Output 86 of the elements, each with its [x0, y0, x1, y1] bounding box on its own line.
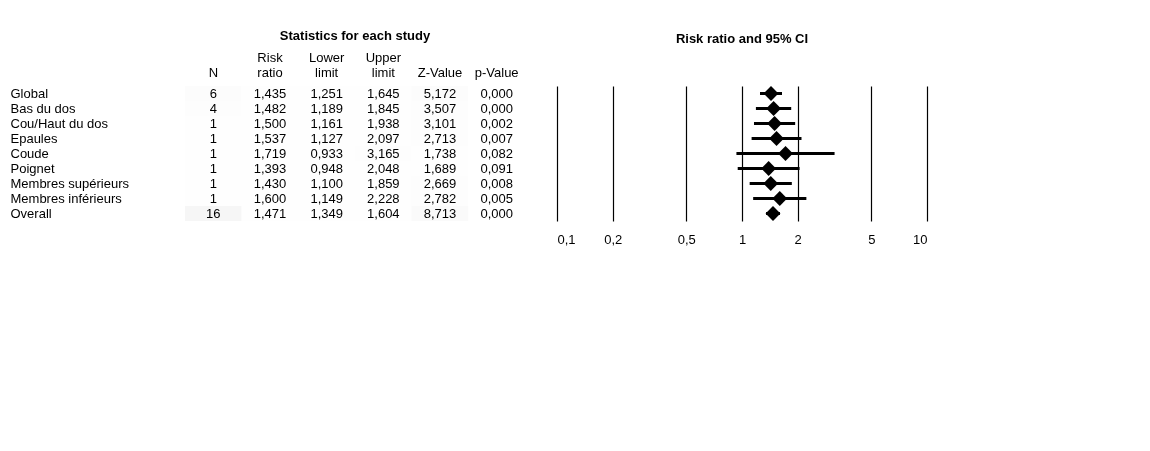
x-tick-label: 1 [738, 231, 747, 247]
x-tick-label: 0,1 [557, 231, 576, 247]
point [765, 206, 781, 221]
data-label: 16 [206, 205, 221, 221]
data-label: 1 [209, 190, 217, 206]
data-label: 3,101 [423, 115, 457, 131]
data-label: 1,645 [367, 85, 400, 101]
data-label: 0,082 [480, 145, 513, 161]
data-label: 0,005 [480, 190, 513, 206]
data-label: 0,948 [310, 160, 343, 176]
data-label: 6 [209, 85, 217, 101]
data-label: 2,782 [423, 190, 457, 206]
x-tick-label: Z-Value [417, 64, 463, 80]
data-label: 1 [209, 115, 217, 131]
data-label: 1,149 [310, 190, 343, 206]
data-label: 8,713 [423, 205, 457, 221]
data-label: 1,393 [253, 160, 287, 176]
y-tick-label: Cou/Haut du dos [10, 115, 109, 131]
point [761, 161, 777, 176]
data-label: 2,048 [367, 160, 400, 176]
x-tick-label: N [208, 64, 219, 80]
data-label: 1,471 [253, 205, 287, 221]
data-label: 2,097 [367, 130, 400, 146]
y-tick-label: Poignet [10, 160, 55, 176]
y-tick-label: Epaules [10, 130, 58, 146]
data-label: 1,738 [423, 145, 457, 161]
data-label: 1,161 [310, 115, 343, 131]
data-label: 1,349 [310, 205, 343, 221]
data-label: 2,713 [423, 130, 457, 146]
data-label: 5,172 [423, 85, 457, 101]
data-label: 2,228 [367, 190, 400, 206]
x-tick-label: 2 [794, 231, 802, 247]
point [766, 101, 782, 116]
chart-title: Risk ratio and 95% CI [675, 31, 809, 46]
data-label: 1 [209, 145, 217, 161]
data-label: 1,845 [367, 100, 400, 116]
data-label: 1,189 [310, 100, 343, 116]
point [772, 191, 788, 206]
data-label: 1,719 [253, 145, 287, 161]
point [767, 116, 782, 131]
data-label: 1,430 [253, 175, 287, 191]
data-label: 1,859 [367, 175, 400, 191]
point [769, 131, 784, 146]
data-label: 1 [209, 160, 217, 176]
x-tick-label: 10 [913, 231, 928, 247]
data-label: 0,000 [480, 100, 513, 116]
x-tick-label: p-Value [474, 64, 519, 80]
data-label: 1,251 [310, 85, 343, 101]
data-label: 0,007 [480, 130, 513, 146]
data-label: 1,600 [253, 190, 287, 206]
data-label: 0,000 [480, 85, 513, 101]
x-tick-label: 0,5 [677, 231, 696, 247]
data-label: 1,500 [253, 115, 287, 131]
data-label: 1,537 [253, 130, 287, 146]
x-tick-label: Lower limit [308, 49, 346, 80]
data-label: 1,100 [310, 175, 343, 191]
point [778, 146, 793, 161]
point [763, 176, 779, 191]
data-label: 4 [209, 100, 217, 116]
data-label: 3,507 [423, 100, 457, 116]
data-label: 1,689 [423, 160, 457, 176]
data-label: 3,165 [367, 145, 400, 161]
data-label: 1 [209, 175, 217, 191]
y-tick-label: Coude [10, 145, 49, 161]
x-tick-label: Risk ratio [257, 49, 284, 80]
data-label: 1,938 [367, 115, 400, 131]
x-tick-label: 0,2 [604, 231, 623, 247]
chart-title: Statistics for each study [279, 28, 431, 43]
data-label: 0,002 [480, 115, 513, 131]
data-label: 0,933 [310, 145, 343, 161]
y-tick-label: Overall [10, 205, 52, 221]
x-tick-label: 5 [868, 231, 876, 247]
y-tick-label: Bas du dos [10, 100, 77, 116]
data-label: 1,435 [253, 85, 287, 101]
y-tick-label: Global [10, 85, 49, 101]
data-label: 0,091 [480, 160, 513, 176]
data-label: 1 [209, 130, 217, 146]
data-label: 0,008 [480, 175, 513, 191]
data-label: 1,127 [310, 130, 343, 146]
x-tick-label: Upper limit [365, 49, 402, 80]
data-label: 0,000 [480, 205, 513, 221]
y-tick-label: Membres inférieurs [10, 190, 123, 206]
data-label: 1,482 [253, 100, 287, 116]
data-label: 2,669 [423, 175, 457, 191]
data-label: 1,604 [367, 205, 400, 221]
y-tick-label: Membres supérieurs [10, 175, 130, 191]
